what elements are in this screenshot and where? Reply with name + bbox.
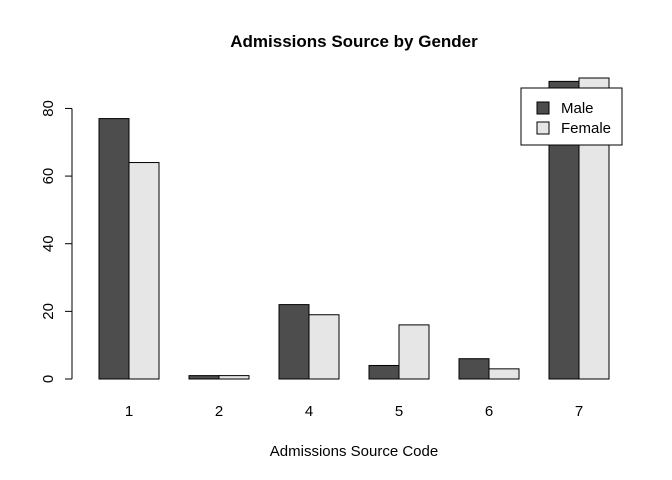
y-tick-label-0: 0 xyxy=(40,375,57,383)
bar-male-6 xyxy=(458,358,490,380)
x-tick-label-5: 5 xyxy=(395,403,403,420)
y-tick-label-40: 40 xyxy=(40,235,57,252)
y-axis: 0 20 40 60 80 xyxy=(40,100,73,383)
x-axis-label: Admissions Source Code xyxy=(270,443,438,460)
bar-male-1 xyxy=(98,118,130,380)
bar-female-5 xyxy=(398,324,430,380)
y-tick-label-80: 80 xyxy=(40,100,57,117)
y-tick-label-20: 20 xyxy=(40,303,57,320)
bar-male-2 xyxy=(188,375,220,380)
x-tick-label-4: 4 xyxy=(305,403,313,420)
x-tick-label-2: 2 xyxy=(215,403,223,420)
legend-swatch-female xyxy=(536,121,550,135)
bar-female-4 xyxy=(308,314,340,380)
bar-male-5 xyxy=(368,364,400,380)
bar-female-1 xyxy=(128,162,160,380)
legend-label-male: Male xyxy=(561,100,594,117)
x-tick-label-7: 7 xyxy=(575,403,583,420)
legend-label-female: Female xyxy=(561,120,611,137)
x-tick-label-6: 6 xyxy=(485,403,493,420)
bar-male-4 xyxy=(278,304,310,380)
x-tick-label-1: 1 xyxy=(125,403,133,420)
plot-area xyxy=(98,77,610,380)
legend-box xyxy=(520,87,623,146)
chart-title: Admissions Source by Gender xyxy=(230,32,478,51)
y-tick-label-60: 60 xyxy=(40,168,57,185)
bar-female-6 xyxy=(488,368,520,380)
legend-swatch-male xyxy=(536,101,550,115)
x-axis-tick-labels: 1 2 4 5 6 7 xyxy=(125,403,583,420)
legend: Male Female xyxy=(520,87,623,146)
bar-female-2 xyxy=(218,375,250,380)
